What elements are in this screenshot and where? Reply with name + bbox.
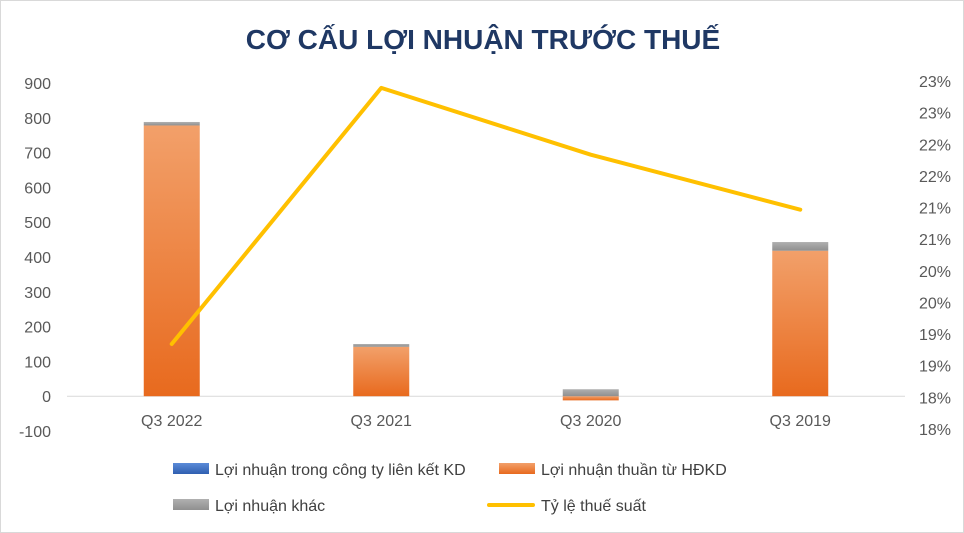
y2-tick-label: 18% [919,422,951,439]
x-tick-label: Q3 2019 [770,413,831,430]
x-tick-label: Q3 2021 [351,413,412,430]
y-tick-label: 600 [24,180,51,197]
line-point [171,343,173,345]
x-tick-label: Q3 2022 [141,413,202,430]
legend-swatch [173,463,209,474]
legend: Lợi nhuận trong công ty liên kết KD Lợi n… [173,462,727,515]
y-tick-label: 700 [24,146,51,163]
y-tick-label: 100 [24,354,51,371]
y2-tick-label: 23% [919,74,951,91]
y-tick-label: 0 [42,389,51,406]
legend-label: Lợi nhuận khác [215,498,325,515]
bar-2 [772,250,829,397]
y2-tick-label: 22% [919,137,951,154]
legend-label: Tỷ lệ thuế suất [541,498,647,515]
x-tick-label: Q3 2020 [560,413,621,430]
y2-tick-label: 20% [919,264,951,281]
y2-tick-label: 20% [919,295,951,312]
y2-tick-label: 23% [919,106,951,123]
line-point [590,154,592,156]
legend-swatch [499,463,535,474]
y2-tick-label: 19% [919,327,951,344]
y2-tick-label: 22% [919,169,951,186]
legend-swatch [173,499,209,510]
bar-3 [353,344,410,347]
y-tick-label: -100 [19,424,51,441]
bar-2 [143,125,200,397]
y2-tick-label: 19% [919,359,951,376]
bar-3 [143,121,200,126]
y2-tick-label: 18% [919,390,951,407]
y2-tick-label: 21% [919,232,951,249]
line-point [380,87,382,89]
y-tick-label: 200 [24,320,51,337]
plot-area: 900 800 700 600 500 400 300 200 100 0 -100 23% 23% 22… [19,74,951,441]
y-tick-label: 400 [24,250,51,267]
chart-title: CƠ CẤU LỢI NHUẬN TRƯỚC THUẾ [246,24,720,55]
y-tick-label: 800 [24,111,51,128]
y-tick-label: 500 [24,215,51,232]
bar-2 [353,346,410,397]
y-tick-label: 300 [24,285,51,302]
y2-tick-label: 21% [919,201,951,218]
bar-3 [772,242,829,251]
line-series [169,85,803,346]
legend-label: Lợi nhuận thuần từ HĐKD [541,462,727,479]
bar-3 [562,389,619,397]
y-tick-label: 900 [24,76,51,93]
legend-label: Lợi nhuận trong công ty liên kết KD [215,462,466,479]
line-point [799,209,801,211]
bar-2 [562,396,619,401]
